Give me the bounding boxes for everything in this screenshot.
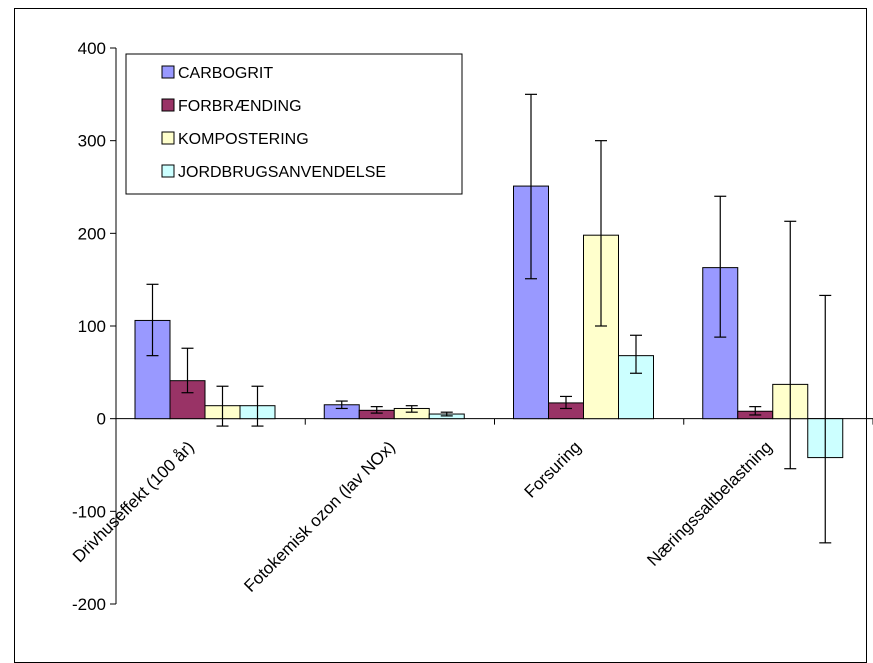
category-labels: Drivhuseffekt (100 år) Fotokemisk ozon (l… bbox=[69, 437, 776, 595]
y-tick-label: -100 bbox=[72, 502, 106, 521]
bars bbox=[134, 185, 844, 459]
legend: CARBOGRIT FORBRÆNDING KOMPOSTERING JORDBRUG… bbox=[125, 53, 463, 195]
y-tick-label: -200 bbox=[72, 595, 106, 614]
legend-label: CARBOGRIT bbox=[178, 65, 273, 82]
y-tick-label: 100 bbox=[78, 317, 106, 336]
legend-label: KOMPOSTERING bbox=[178, 131, 309, 148]
category-label: Fotokemisk ozon (lav NOx) bbox=[240, 437, 398, 595]
category-label: Forsuring bbox=[521, 437, 585, 501]
y-tick-label: 200 bbox=[78, 224, 106, 243]
y-tick-label: 0 bbox=[97, 410, 106, 429]
legend-swatch bbox=[161, 164, 175, 178]
y-tick-label: 300 bbox=[78, 132, 106, 151]
error-bars bbox=[146, 93, 832, 544]
legend-swatch bbox=[161, 131, 175, 145]
bar-chart: 400 300 200 100 0 -100 -200 Drivhuseffekt (100… bbox=[69, 39, 873, 614]
y-tick-label: 400 bbox=[78, 39, 106, 58]
legend-label: JORDBRUGSANVENDELSE bbox=[178, 164, 386, 181]
category-label: Næringssaltbelastning bbox=[643, 437, 775, 569]
legend-label: FORBRÆNDING bbox=[178, 98, 302, 115]
legend-swatch bbox=[161, 65, 175, 79]
legend-box bbox=[125, 53, 463, 195]
legend-swatch bbox=[161, 98, 175, 112]
